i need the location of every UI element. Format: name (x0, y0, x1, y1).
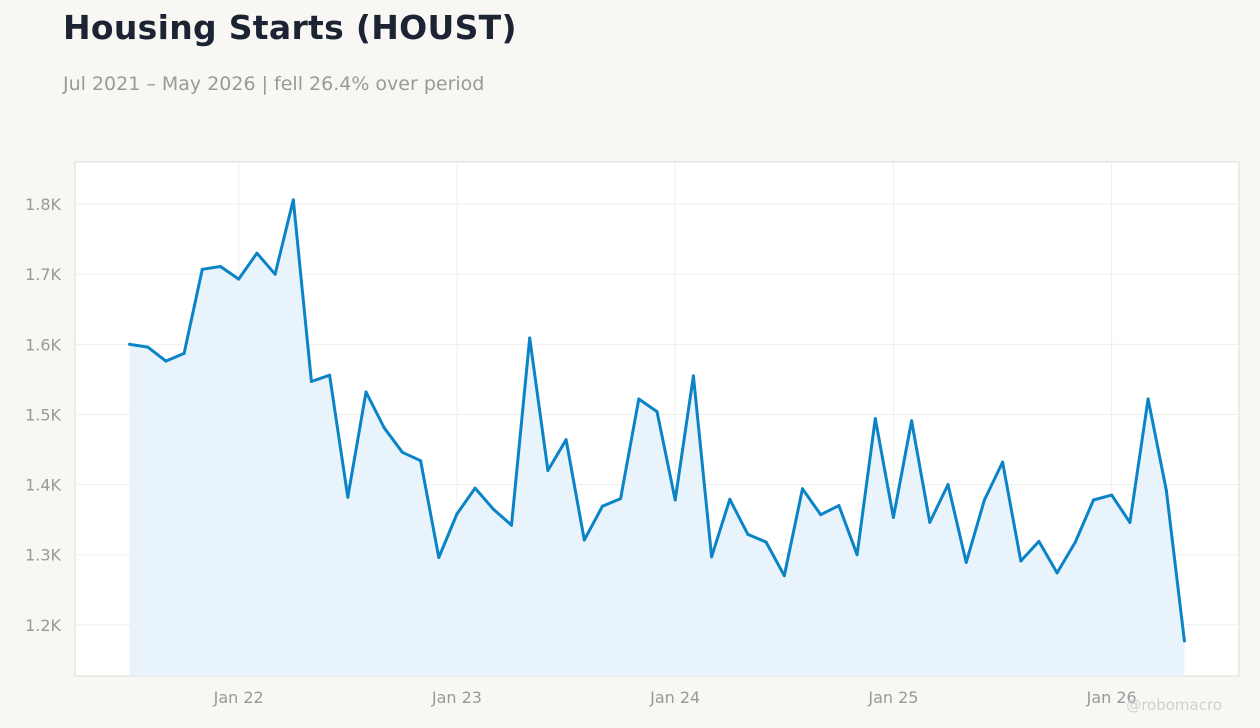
y-tick-label: 1.8K (25, 195, 61, 214)
data-point (891, 516, 895, 519)
data-point (873, 417, 877, 421)
x-axis: Jan 22 Jan 23 Jan 24 Jan 25 Jan 26 (213, 688, 1137, 707)
data-point (600, 504, 604, 508)
data-point (1110, 493, 1114, 497)
x-tick-label: Jan 25 (867, 688, 918, 707)
data-point (1019, 559, 1023, 563)
data-point (1146, 397, 1150, 401)
data-point (455, 512, 459, 516)
data-point (673, 498, 677, 502)
data-point (346, 495, 350, 499)
data-point (200, 267, 204, 271)
data-point (528, 336, 532, 340)
data-point (855, 553, 859, 557)
y-axis: 1.2K 1.3K 1.4K 1.5K 1.6K 1.7K 1.8K (25, 195, 61, 635)
data-point (982, 498, 986, 502)
data-point (782, 574, 786, 578)
data-point (691, 374, 695, 378)
data-point (146, 345, 150, 349)
data-point (728, 497, 732, 501)
data-point (219, 265, 222, 268)
y-tick-label: 1.4K (25, 476, 61, 495)
data-point (309, 380, 313, 383)
y-tick-label: 1.3K (25, 546, 61, 565)
data-point (364, 390, 368, 394)
x-tick-label: Jan 24 (649, 688, 700, 707)
data-point (328, 373, 332, 377)
area-layer (129, 199, 1185, 676)
data-point (928, 520, 932, 524)
y-tick-label: 1.2K (25, 616, 61, 635)
chart-subtitle: Jul 2021 – May 2026 | fell 26.4% over pe… (63, 73, 485, 95)
data-point (710, 555, 714, 559)
data-point (382, 426, 386, 430)
data-point (1037, 539, 1041, 543)
data-point (910, 419, 914, 423)
data-point (801, 487, 804, 491)
data-point (1182, 639, 1186, 643)
data-point (1001, 460, 1005, 464)
data-point (400, 450, 404, 454)
data-point (1164, 488, 1168, 492)
data-point (491, 507, 495, 511)
data-point (255, 251, 259, 255)
data-point (1055, 571, 1059, 575)
data-point (1073, 540, 1077, 544)
data-point (946, 483, 950, 487)
data-point (128, 342, 132, 346)
data-point (746, 532, 750, 536)
data-point (764, 540, 768, 544)
data-point (273, 272, 277, 276)
x-tick-label: Jan 23 (431, 688, 482, 707)
data-point (564, 438, 568, 442)
data-point (964, 560, 968, 564)
data-point (1092, 498, 1095, 502)
data-point (819, 513, 823, 517)
data-point (655, 410, 659, 414)
data-point (182, 351, 186, 355)
x-tick-label: Jan 22 (213, 688, 264, 707)
data-point (291, 198, 295, 202)
data-point (237, 277, 241, 281)
data-point (437, 556, 441, 559)
series-layer (128, 198, 1186, 643)
y-tick-label: 1.5K (25, 405, 61, 424)
data-point (546, 469, 550, 472)
data-point (473, 486, 477, 490)
y-tick-label: 1.7K (25, 265, 61, 284)
data-point (582, 538, 586, 542)
data-point (637, 397, 641, 401)
x-tick-label: Jan 26 (1086, 688, 1137, 707)
data-point (510, 523, 513, 527)
watermark: @robomacro (1126, 696, 1222, 714)
chart-title: Housing Starts (HOUST) (63, 8, 517, 47)
data-point (619, 497, 623, 501)
data-point (164, 359, 168, 363)
data-point (419, 459, 423, 463)
series-area (129, 199, 1185, 676)
y-tick-label: 1.6K (25, 335, 61, 354)
data-point (1128, 520, 1132, 524)
data-point (837, 504, 841, 508)
